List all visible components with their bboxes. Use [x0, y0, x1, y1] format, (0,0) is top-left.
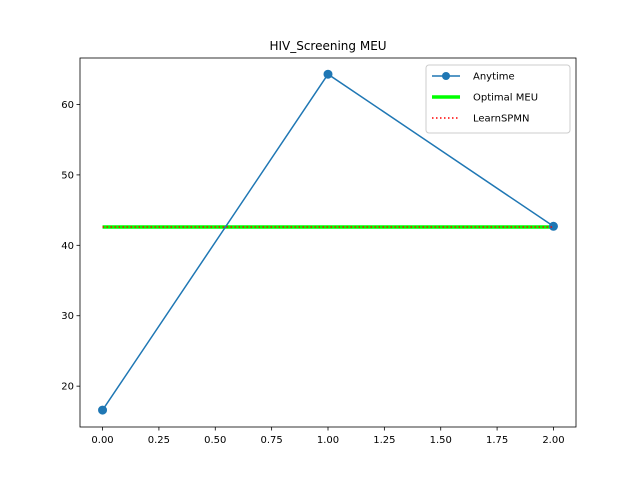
series-anytime-point [98, 405, 108, 415]
legend-box [425, 64, 571, 134]
x-tick-label: 1.00 [317, 435, 339, 446]
chart-title: HIV_Screening MEU [269, 39, 386, 53]
x-tick-label: 2.00 [542, 435, 564, 446]
y-tick-label: 30 [61, 311, 74, 322]
legend-label: LearnSPMN [473, 114, 529, 125]
x-tick-label: 0.25 [148, 435, 170, 446]
legend-anytime-marker [442, 72, 450, 80]
x-tick-label: 0.00 [91, 435, 113, 446]
x-tick-label: 1.75 [486, 435, 508, 446]
plot-area: 0.00 0.25 0.50 0.75 1.00 1.25 1.50 1.75 2.00 20 30… [61, 57, 577, 446]
x-tick-label: 0.75 [261, 435, 283, 446]
legend: Anytime Optimal MEU LearnSPMN [425, 64, 571, 134]
y-tick-label: 60 [61, 100, 74, 111]
series-anytime-point [548, 221, 558, 231]
x-tick-label: 1.50 [430, 435, 452, 446]
x-tick-label: 1.25 [373, 435, 395, 446]
legend-label: Optimal MEU [473, 93, 538, 104]
series-anytime-point [323, 69, 333, 79]
legend-label: Anytime [473, 72, 515, 83]
y-tick-label: 40 [61, 241, 74, 252]
y-tick-label: 20 [61, 382, 74, 393]
y-tick-label: 50 [61, 170, 74, 181]
x-tick-label: 0.50 [204, 435, 226, 446]
